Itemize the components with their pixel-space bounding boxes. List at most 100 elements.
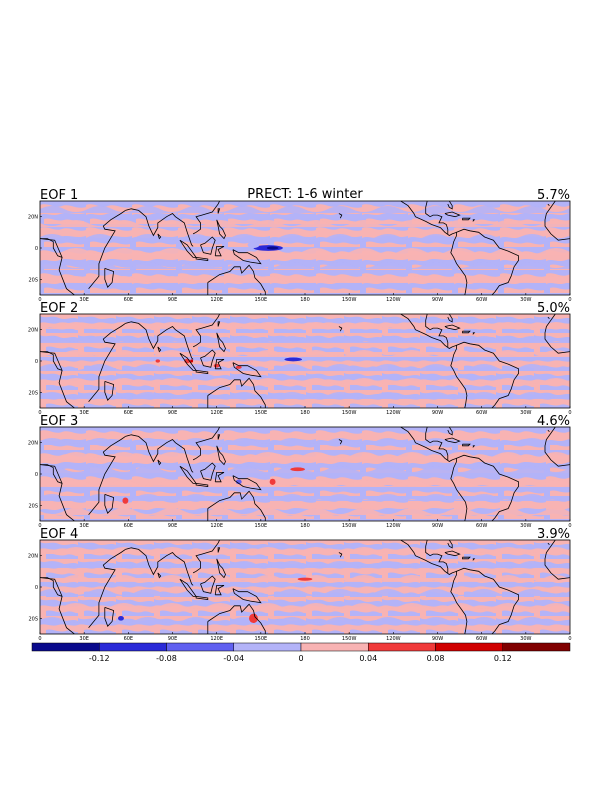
coastline — [217, 321, 221, 327]
coastline — [456, 454, 519, 521]
x-tick-label: 150W — [342, 410, 357, 416]
coastline — [157, 346, 162, 353]
coastline — [195, 370, 209, 374]
colorbar-swatch — [435, 642, 503, 652]
x-tick-label: 60E — [124, 297, 134, 303]
field-band — [40, 262, 570, 269]
coastline — [456, 341, 519, 408]
coastline — [125, 547, 194, 586]
coastline — [547, 542, 550, 545]
colorbar-swatch — [31, 642, 100, 652]
x-tick-label: 0 — [38, 636, 41, 642]
panel-label: EOF 2 — [40, 301, 78, 316]
coastline — [472, 219, 476, 222]
coastline — [338, 552, 343, 558]
panel-percent: 5.7% — [537, 188, 570, 203]
coastline — [104, 268, 115, 288]
coastline — [179, 239, 197, 258]
field-band — [40, 561, 570, 568]
x-tick-label: 90E — [168, 297, 178, 303]
coastline — [444, 550, 461, 557]
x-tick-label: 90W — [432, 523, 443, 529]
coastline — [192, 201, 220, 235]
coastline — [450, 574, 468, 634]
coastline — [400, 314, 457, 349]
x-tick-label: 150E — [254, 410, 267, 416]
eof-panels: EOF 1 5.7% 0 30E 60E 90E 120E 150E 180 150W 120W 90… — [28, 188, 572, 642]
coastline — [179, 578, 197, 597]
x-tick-label: 180 — [300, 297, 310, 303]
x-tick-label: 120W — [386, 523, 401, 529]
x-tick-label: 120W — [386, 410, 401, 416]
coastline — [200, 462, 216, 481]
coastline — [231, 415, 247, 426]
x-tick-label: 0 — [38, 523, 41, 529]
coastline — [472, 332, 476, 335]
coastline — [88, 210, 126, 289]
y-tick-label: 20S — [28, 277, 38, 283]
coastline — [462, 330, 471, 334]
coastline — [216, 445, 226, 466]
coastline — [207, 264, 266, 295]
x-tick-label: 0 — [568, 297, 571, 303]
anomaly-blob — [235, 365, 242, 369]
coastline — [195, 596, 209, 600]
colorbar-label: 0.04 — [359, 654, 377, 663]
coastline — [104, 607, 115, 627]
x-tick-label: 120E — [210, 636, 223, 642]
colorbar-swatch — [99, 642, 167, 652]
field-band — [40, 322, 570, 329]
coastline — [456, 567, 519, 634]
coastline — [214, 585, 225, 596]
coastline — [444, 324, 461, 331]
coastline — [450, 461, 468, 521]
coastline — [425, 201, 449, 234]
panel-field — [40, 415, 570, 521]
coastline — [88, 549, 126, 628]
y-tick-label: 0 — [35, 585, 38, 591]
coastline — [400, 427, 457, 462]
anomaly-blob — [247, 241, 260, 248]
coastline — [400, 201, 457, 236]
field-band — [40, 603, 570, 610]
coastline — [104, 494, 115, 514]
field-band — [40, 336, 570, 343]
coastline — [40, 464, 76, 521]
coastline — [444, 211, 461, 218]
y-tick-label: 20N — [28, 328, 38, 334]
x-tick-label: 60E — [124, 410, 134, 416]
coastline — [88, 323, 126, 402]
coastline — [125, 434, 194, 473]
field-band — [40, 452, 570, 459]
coastline — [157, 572, 162, 579]
x-tick-label: 30W — [520, 297, 531, 303]
colorbar-label: -0.08 — [156, 654, 177, 663]
coastline — [200, 236, 216, 255]
x-tick-label: 120W — [386, 297, 401, 303]
coastline — [450, 235, 468, 295]
x-tick-label: 60W — [476, 523, 487, 529]
coastline — [207, 603, 266, 634]
panel-label: EOF 3 — [40, 414, 78, 429]
panel-percent: 4.6% — [537, 414, 570, 429]
coastline — [179, 465, 197, 484]
x-tick-label: 150E — [254, 523, 267, 529]
x-tick-label: 90W — [432, 410, 443, 416]
x-tick-label: 60W — [476, 410, 487, 416]
field-band — [40, 494, 570, 501]
coastline — [40, 577, 63, 597]
x-tick-label: 90W — [432, 297, 443, 303]
coastline — [400, 540, 457, 575]
colorbar: -0.12 -0.08 -0.04 0 0.04 0.08 0.12 — [31, 642, 571, 663]
x-tick-label: 30E — [79, 523, 89, 529]
x-tick-label: 0 — [38, 297, 41, 303]
y-tick-label: 20N — [28, 441, 38, 447]
colorbar-swatch — [300, 642, 369, 652]
x-tick-label: 30E — [79, 410, 89, 416]
coastline — [40, 238, 76, 295]
colorbar-swatch — [166, 642, 234, 652]
coastline — [547, 429, 550, 432]
x-tick-label: 60E — [124, 636, 134, 642]
coastline — [125, 321, 194, 360]
